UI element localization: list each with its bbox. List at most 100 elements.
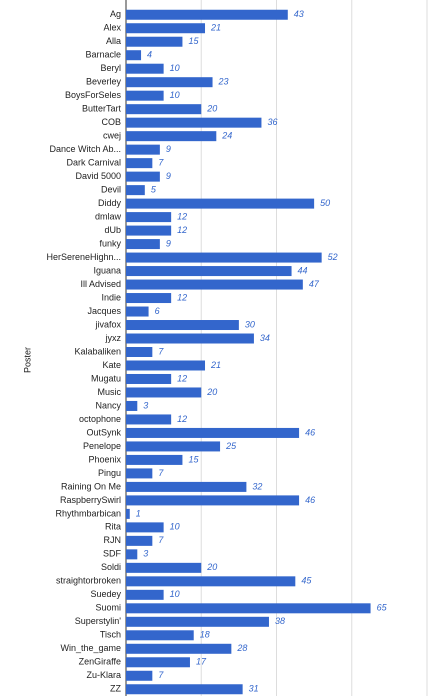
y-tick-label: Indie	[101, 292, 121, 302]
y-tick-label: RaspberrySwirl	[60, 495, 121, 505]
bar	[126, 684, 243, 695]
value-label: 10	[170, 589, 180, 599]
bar	[126, 77, 213, 88]
bar	[126, 252, 322, 263]
y-tick-label: Jacques	[87, 306, 121, 316]
y-tick-label: HerSereneHighn...	[46, 252, 121, 262]
bar	[126, 562, 202, 573]
value-label: 30	[245, 319, 255, 329]
value-label: 10	[170, 90, 180, 100]
bar	[126, 400, 138, 411]
y-tick-label: dmlaw	[95, 211, 122, 221]
bar	[126, 117, 262, 128]
value-label: 6	[155, 306, 160, 316]
y-tick-label: Barnacle	[85, 50, 121, 60]
value-label: 17	[196, 657, 207, 667]
y-tick-label: Phoenix	[88, 454, 121, 464]
y-tick-label: Rhythmbarbican	[55, 508, 121, 518]
y-tick-label: jyxz	[105, 333, 122, 343]
y-tick-label: ZenGiraffe	[79, 657, 121, 667]
value-label: 50	[320, 198, 330, 208]
bar	[126, 279, 303, 290]
bar	[126, 90, 164, 101]
y-tick-label: David 5000	[75, 171, 121, 181]
value-label: 36	[267, 117, 277, 127]
bar	[126, 63, 164, 74]
bar	[126, 508, 130, 519]
bar	[126, 198, 315, 209]
bar	[126, 387, 202, 398]
y-tick-label: Iguana	[93, 265, 121, 275]
y-tick-label: octophone	[79, 414, 121, 424]
value-label: 15	[188, 454, 199, 464]
value-label: 7	[158, 535, 164, 545]
y-tick-label: Rita	[105, 522, 121, 532]
y-tick-label: Penelope	[83, 441, 121, 451]
bar	[126, 603, 371, 614]
bar	[126, 670, 153, 681]
y-tick-label: Win_the_game	[60, 643, 121, 653]
bar	[126, 131, 217, 142]
value-label: 45	[301, 576, 312, 586]
y-tick-label: Dance Witch Ab...	[49, 144, 121, 154]
y-tick-label: Suedey	[90, 589, 121, 599]
bar	[126, 212, 172, 223]
value-label: 9	[166, 171, 171, 181]
bar	[126, 185, 145, 196]
y-tick-label: Beryl	[100, 63, 121, 73]
bar	[126, 576, 296, 587]
y-tick-label: RJN	[104, 535, 122, 545]
y-tick-label: ButterTart	[82, 104, 122, 114]
y-tick-label: Beverley	[86, 77, 122, 87]
value-label: 21	[210, 23, 221, 33]
y-tick-label: Diddy	[98, 198, 122, 208]
value-label: 3	[143, 400, 148, 410]
value-label: 18	[200, 630, 210, 640]
y-tick-label: Kalabaliken	[74, 346, 121, 356]
bar	[126, 158, 153, 169]
bar	[126, 373, 172, 384]
y-tick-label: straightorbroken	[56, 576, 121, 586]
bar	[126, 454, 183, 465]
bar	[126, 144, 160, 155]
value-label: 3	[143, 549, 148, 559]
value-label: 4	[147, 50, 152, 60]
value-label: 46	[305, 495, 315, 505]
value-label: 65	[377, 603, 388, 613]
y-tick-label: Nancy	[95, 400, 121, 410]
bar	[126, 36, 183, 47]
y-tick-label: funky	[99, 238, 121, 248]
y-tick-label: Dark Carnival	[66, 158, 121, 168]
bar	[126, 441, 221, 452]
y-tick-label: Kate	[102, 360, 121, 370]
bar	[126, 171, 160, 182]
value-label: 9	[166, 238, 171, 248]
y-tick-label: Mugatu	[91, 373, 121, 383]
y-tick-label: Alla	[106, 36, 121, 46]
value-label: 23	[218, 77, 229, 87]
y-tick-label: Raining On Me	[61, 481, 121, 491]
value-label: 12	[177, 414, 187, 424]
value-label: 7	[158, 158, 164, 168]
y-tick-label: Ag	[110, 9, 121, 19]
value-label: 5	[151, 184, 157, 194]
value-label: 7	[158, 346, 164, 356]
bar	[126, 320, 239, 331]
y-tick-label: BoysForSeles	[65, 90, 122, 100]
bar	[126, 104, 202, 115]
bar	[126, 468, 153, 479]
value-label: 38	[275, 616, 285, 626]
value-label: 20	[206, 562, 217, 572]
y-tick-label: ZZ	[110, 684, 121, 694]
value-label: 21	[210, 360, 221, 370]
bar	[126, 347, 153, 357]
value-label: 12	[177, 211, 187, 221]
bar	[126, 630, 194, 641]
y-tick-label: Pingu	[98, 468, 121, 478]
bar	[126, 306, 149, 317]
value-label: 20	[206, 387, 217, 397]
bar	[126, 535, 153, 546]
y-tick-label: Zu-Klara	[86, 670, 121, 680]
bar	[126, 616, 269, 627]
